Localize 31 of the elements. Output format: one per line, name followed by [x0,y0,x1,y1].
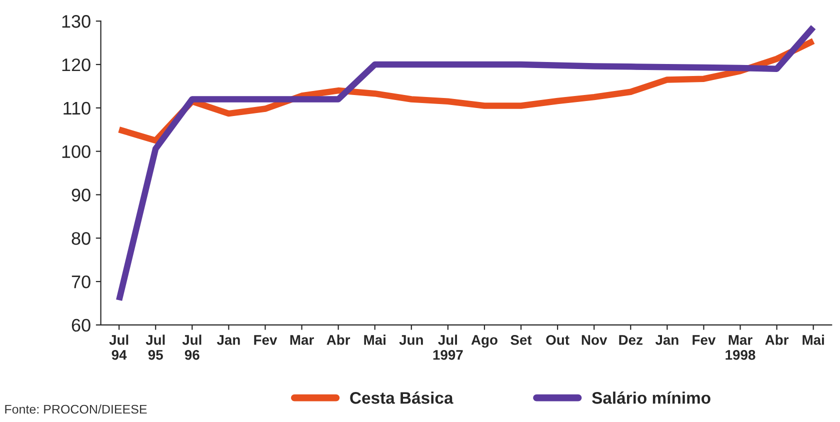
x-tick-label: Nov [582,335,608,345]
y-tick-label: 120 [62,58,90,72]
legend-label: Cesta Básica [350,391,454,404]
x-tick-label: Mai [364,334,386,345]
x-tick-label: Abr [326,334,350,345]
x-tick-label: Jan [655,335,678,345]
x-tick-label: Jun [399,335,423,345]
x-tick-label: Set [510,335,532,345]
y-tick-label: 100 [62,145,90,158]
y-tick-label: 90 [72,188,90,202]
source-note: Fonte: PROCON/DIEESE [5,404,147,414]
x-tick-label: Dez [619,335,642,345]
x-tick-label: Jul 1997 [433,334,463,360]
legend-label: Salário mínimo [592,391,710,404]
x-tick-label: Mar [290,335,314,345]
x-tick-label: Abr [765,334,789,345]
y-tick-label: 80 [72,232,90,245]
x-tick-label: Jul 96 [182,334,202,360]
y-tick-label: 110 [64,102,90,115]
x-tick-label: Jul 95 [146,334,165,360]
y-tick-label: 70 [72,275,90,288]
x-tick-label: Fev [692,335,716,345]
x-tick-label: Out [546,335,570,345]
x-tick-label: Mar 1998 [726,335,756,360]
x-tick-label: Fev [254,335,278,345]
x-tick-label: Ago [471,335,498,348]
y-tick-label: 130 [62,15,90,28]
x-tick-label: Mai [802,334,824,345]
x-tick-label: Jan [216,335,240,345]
y-tick-label: 60 [72,318,90,332]
x-tick-label: Jul 94 [109,334,128,360]
